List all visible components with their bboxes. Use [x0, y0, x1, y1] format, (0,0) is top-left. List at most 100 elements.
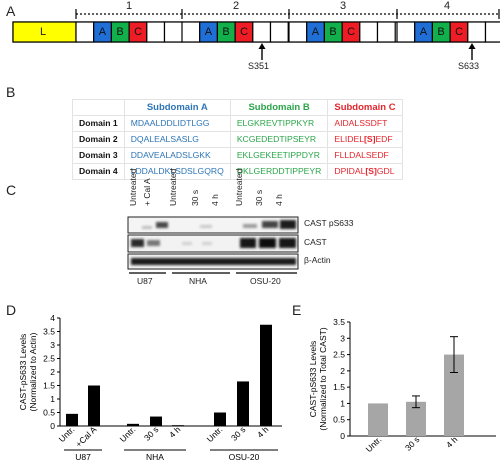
- segment-l-label: L: [40, 26, 47, 38]
- y-tick-label: 1.5: [333, 382, 345, 392]
- y-tick-label: 2: [50, 367, 55, 377]
- group-label: OSU-20: [229, 452, 260, 462]
- table-row: Domain 4 LDDALDKLSDSLGQRQ DKLGERDDTIPPEY…: [72, 163, 403, 180]
- bar: [172, 425, 184, 426]
- linker-box: [252, 21, 272, 43]
- linker-box: [359, 21, 379, 43]
- group-label: U87: [75, 452, 91, 462]
- y-tick-label: 3: [50, 340, 55, 350]
- row-domain-name: Domain 4: [72, 163, 125, 180]
- seq-c: ELIDEL[S]EDF: [327, 131, 403, 148]
- subdomain-sequence-table: Subdomain A Subdomain B Subdomain C Doma…: [72, 99, 403, 180]
- x-tick-label: 4 h: [444, 434, 460, 450]
- panel-d-label: D: [6, 302, 17, 318]
- bar: [150, 416, 162, 426]
- y-tick-label: 4: [50, 313, 55, 323]
- header-subdomain-b: Subdomain B: [229, 99, 329, 116]
- panel-c-label: C: [6, 182, 17, 198]
- linker-box: [163, 21, 183, 43]
- row-domain-name: Domain 2: [72, 131, 125, 148]
- group-label-u87: U87: [137, 276, 153, 286]
- x-tick-label: Untr.: [364, 434, 384, 454]
- group-label: NHA: [146, 452, 164, 462]
- subdomain-letter: C: [134, 26, 143, 38]
- bar: [66, 413, 78, 426]
- linker-box: [269, 21, 289, 43]
- seq-c: AIDALSSDFT: [327, 115, 403, 132]
- y-axis-label-line2: (Normalized to Total CAST): [318, 327, 328, 430]
- y-tick-label: 1.5: [43, 381, 55, 391]
- subdomain-letter: B: [329, 26, 337, 38]
- linker-box: [396, 21, 416, 43]
- y-axis-label-line1: CAST-pS633 Levels: [18, 334, 28, 411]
- bar: [88, 385, 100, 426]
- domain-number-3: 3: [340, 0, 347, 12]
- bar: [237, 381, 249, 426]
- seq-a: DQALEALSASLG: [123, 131, 231, 148]
- y-axis-label-line2: (Normalized to Actin): [28, 332, 38, 411]
- subdomain-letter: A: [311, 26, 320, 38]
- seq-b: KCGEDEDTIPSEYR: [229, 131, 329, 148]
- header-subdomain-a: Subdomain A: [123, 99, 231, 116]
- table-row: Domain 1 MDAALDDLIDTLGG ELGKREVTIPPKYR A…: [72, 115, 403, 132]
- y-axis-label-line1: CAST-pS633 Levels: [308, 341, 318, 418]
- domain-number-2: 2: [233, 0, 240, 12]
- subdomain-letter: B: [222, 26, 230, 38]
- subdomain-letter: C: [455, 26, 464, 38]
- subdomain-letter: C: [240, 26, 249, 38]
- seq-a: DDAVEALADSLGKK: [123, 147, 231, 164]
- x-tick-label: Untr.: [118, 424, 138, 444]
- x-tick-label: 30 s: [142, 424, 160, 442]
- y-tick-label: 0.5: [43, 408, 55, 418]
- y-tick-label: 2.5: [333, 350, 345, 360]
- x-tick-label: Untr.: [205, 424, 225, 444]
- panel-e-label: E: [292, 302, 302, 318]
- seq-b: DKLGERDDTIPPEYR: [229, 163, 329, 180]
- y-tick-label: 2.5: [43, 354, 55, 364]
- seq-c: FLLDALSEDF: [327, 147, 403, 164]
- y-tick-label: 3.5: [333, 317, 345, 327]
- blot-label-beta-actin: β-Actin: [304, 255, 331, 265]
- x-tick-label: 4 h: [255, 424, 271, 440]
- row-domain-name: Domain 1: [72, 115, 125, 132]
- linker-box: [376, 21, 396, 43]
- linker-box: [484, 21, 500, 43]
- domain-number-1: 1: [126, 0, 133, 12]
- site-s633-label: S633: [458, 61, 480, 71]
- linker-box: [467, 21, 487, 43]
- x-tick-label: 4 h: [167, 424, 183, 440]
- site-s351-label: S351: [248, 61, 270, 71]
- chart-e-cast-ps633-total: 0 0.5 1 1.5 2 2.5 3 3.5 Untr. 30 s 4 h CAST-pS633 L…: [308, 317, 496, 454]
- y-axis-label: CAST-pS633 Levels(Normalized to Actin): [18, 332, 38, 411]
- bar: [260, 324, 272, 426]
- subdomain-letter: B: [116, 26, 124, 38]
- table-row: Domain 2 DQALEALSASLG KCGEDEDTIPSEYR ELI…: [72, 131, 403, 148]
- bar: [368, 403, 388, 436]
- x-tick-label: 30 s: [403, 434, 421, 452]
- blot-label-cast-ps633: CAST pS633: [304, 218, 354, 228]
- domain-number-4: 4: [444, 0, 451, 12]
- subdomain-letter: B: [437, 26, 445, 38]
- y-axis-label: CAST-pS633 Levels(Normalized to Total CA…: [308, 327, 328, 430]
- subdomain-letter: A: [204, 26, 213, 38]
- subdomain-letter: C: [347, 26, 356, 38]
- y-tick-label: 1: [50, 394, 55, 404]
- y-tick-label: 0: [340, 431, 345, 441]
- blot-image: [127, 216, 299, 274]
- linker-box: [75, 21, 95, 43]
- y-tick-label: 1: [340, 398, 345, 408]
- header-subdomain-c: Subdomain C: [327, 99, 403, 116]
- table-row: Domain 3 DDAVEALADSLGKK EKLGEKEETIPPDYR …: [72, 147, 403, 164]
- blot-label-cast: CAST: [304, 237, 327, 247]
- linker-box: [288, 21, 308, 43]
- y-tick-label: 0.5: [333, 415, 345, 425]
- seq-b: EKLGEKEETIPPDYR: [229, 147, 329, 164]
- row-domain-name: Domain 3: [72, 147, 125, 164]
- linker-box: [146, 21, 166, 43]
- y-tick-label: 0: [50, 421, 55, 431]
- x-tick-label: 30 s: [229, 424, 247, 442]
- linker-box: [181, 21, 201, 43]
- domain-structure-svg: [12, 9, 500, 60]
- panel-a-label: A: [6, 3, 16, 19]
